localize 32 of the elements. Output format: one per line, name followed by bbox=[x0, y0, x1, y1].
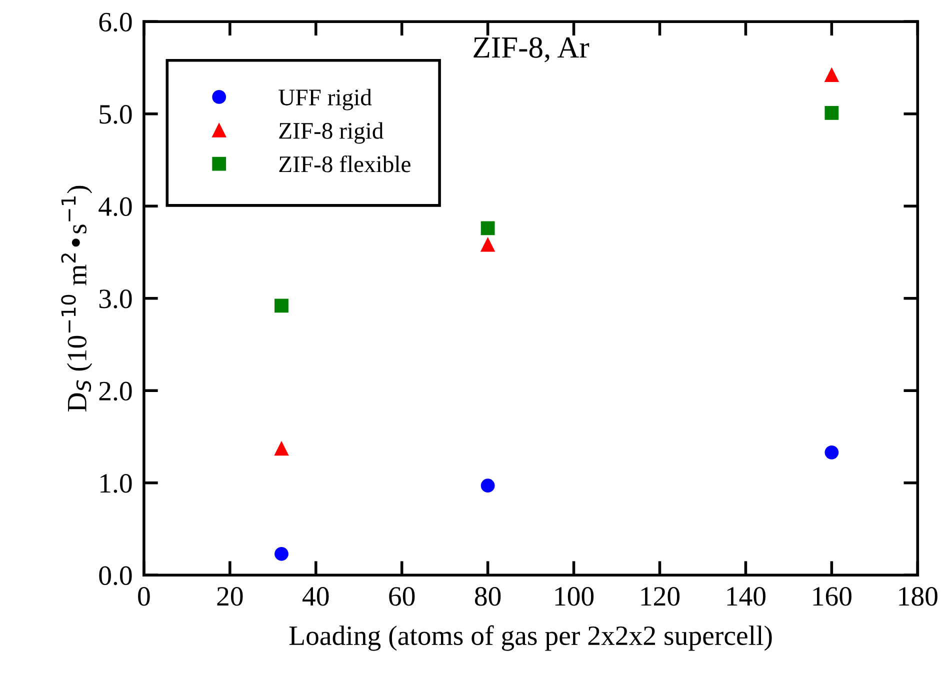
x-tick-label: 160 bbox=[813, 587, 852, 606]
text: D$_{S}$ (10$^{−10}$ m$^{2}$•s$^{−1}$) bbox=[61, 186, 92, 412]
y-tick-label: 1.0 bbox=[100, 474, 132, 493]
point bbox=[480, 221, 495, 236]
x-tick-label: 120 bbox=[641, 587, 680, 606]
y-tick-label: 5.0 bbox=[100, 105, 132, 124]
point bbox=[274, 298, 288, 313]
point bbox=[824, 445, 839, 460]
legend-label: ZIF-8 rigid bbox=[279, 122, 384, 144]
point bbox=[824, 106, 839, 120]
x-tick-label: 80 bbox=[474, 587, 501, 606]
x-tick-label: 20 bbox=[217, 587, 243, 606]
x-axis-title: Loading (atoms of gas per 2x2x2 supercell) bbox=[289, 625, 772, 651]
x-tick-label: 140 bbox=[727, 587, 766, 606]
point bbox=[274, 546, 288, 561]
legend-label: ZIF-8 flexible bbox=[279, 155, 410, 172]
y-tick-label: 0.0 bbox=[99, 566, 132, 586]
point bbox=[480, 238, 495, 252]
y-tick-label: 2.0 bbox=[99, 382, 132, 401]
legend-label: UFF rigid bbox=[278, 88, 372, 110]
y-tick-label: 3.0 bbox=[99, 290, 132, 308]
x-tick-label: 100 bbox=[555, 587, 594, 606]
point bbox=[824, 68, 839, 82]
y-tick-label: 6.0 bbox=[99, 12, 132, 32]
point bbox=[480, 478, 495, 493]
chart-title: ZIF-8, Ar bbox=[474, 37, 590, 62]
y-tick-label: 4.0 bbox=[98, 197, 132, 216]
x-tick-label: 0 bbox=[138, 587, 150, 606]
x-tick-label: 60 bbox=[389, 587, 415, 606]
point bbox=[274, 442, 288, 456]
x-tick-label: 40 bbox=[302, 587, 329, 606]
x-tick-label: 180 bbox=[899, 587, 938, 606]
